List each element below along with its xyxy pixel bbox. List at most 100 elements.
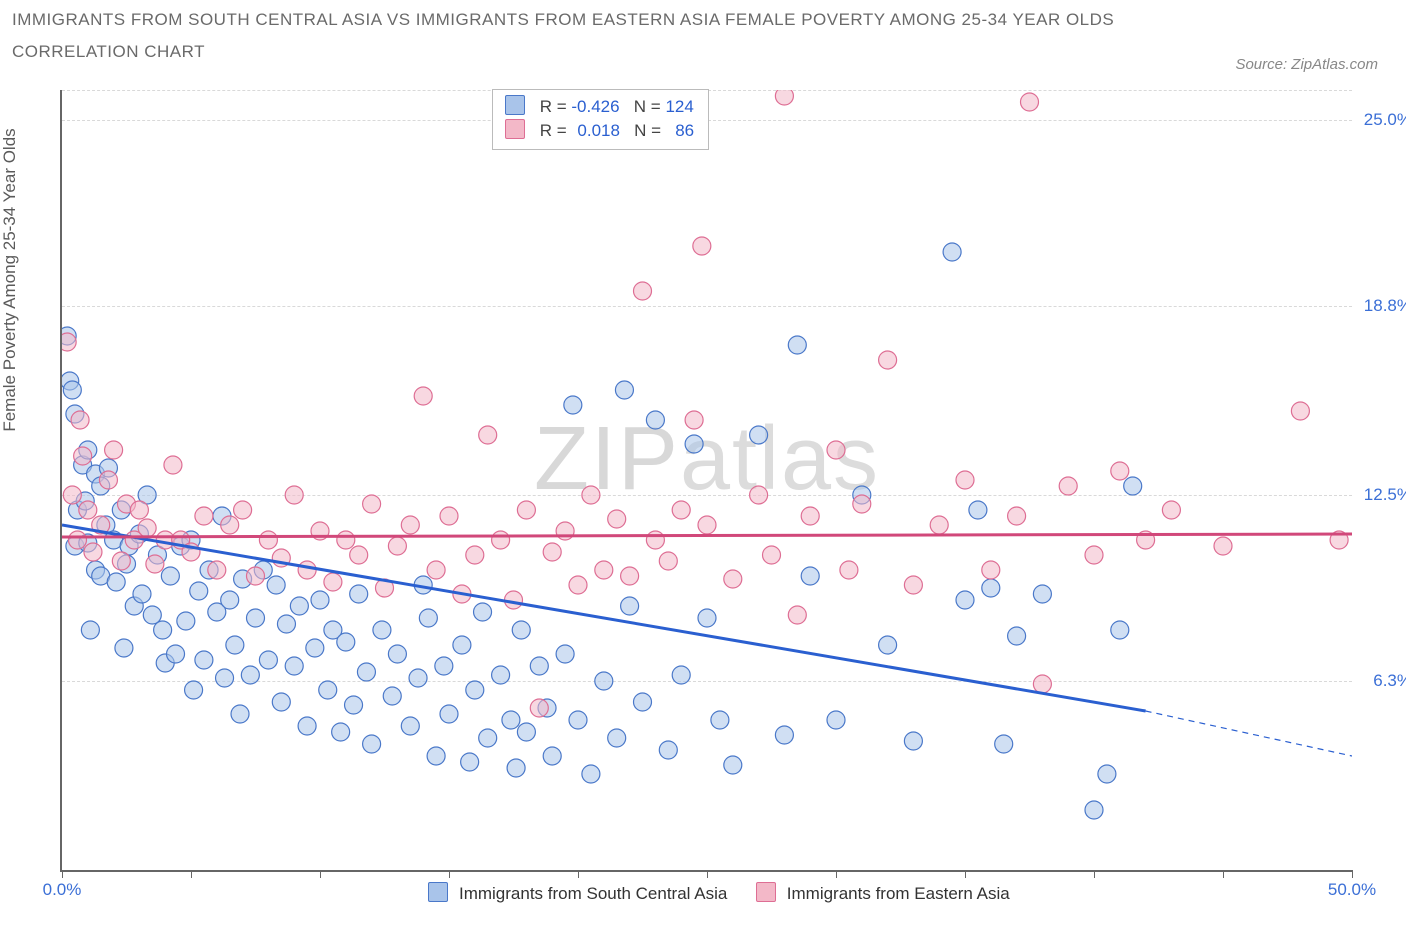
data-point (241, 666, 259, 684)
data-point (373, 621, 391, 639)
data-point (435, 657, 453, 675)
y-tick-label: 6.3% (1357, 671, 1406, 691)
data-point (788, 336, 806, 354)
data-point (466, 546, 484, 564)
data-point (453, 636, 471, 654)
data-point (138, 519, 156, 537)
data-point (272, 693, 290, 711)
x-tick (320, 870, 321, 878)
data-point (84, 543, 102, 561)
swatch-series-b (505, 119, 525, 139)
data-point (659, 741, 677, 759)
x-tick (191, 870, 192, 878)
data-point (724, 570, 742, 588)
data-point (582, 765, 600, 783)
chart-title-line1: IMMIGRANTS FROM SOUTH CENTRAL ASIA VS IM… (12, 10, 1206, 30)
correlation-stats-box: R = -0.426 N = 124 R = 0.018 N = 86 (492, 89, 709, 150)
data-point (556, 645, 574, 663)
data-point (337, 531, 355, 549)
data-point (332, 723, 350, 741)
data-point (634, 693, 652, 711)
data-point (427, 747, 445, 765)
data-point (81, 621, 99, 639)
data-point (363, 735, 381, 753)
data-point (298, 561, 316, 579)
data-point (195, 651, 213, 669)
data-point (177, 612, 195, 630)
data-point (685, 411, 703, 429)
scatter-svg (62, 90, 1352, 870)
data-point (969, 501, 987, 519)
data-point (234, 501, 252, 519)
x-tick (449, 870, 450, 878)
data-point (698, 516, 716, 534)
data-point (879, 351, 897, 369)
data-point (1059, 477, 1077, 495)
data-point (221, 516, 239, 534)
data-point (646, 531, 664, 549)
data-point (440, 507, 458, 525)
data-point (672, 666, 690, 684)
data-point (133, 585, 151, 603)
x-tick (836, 870, 837, 878)
stats-row-series-b: R = 0.018 N = 86 (505, 119, 694, 143)
data-point (319, 681, 337, 699)
data-point (492, 666, 510, 684)
data-point (427, 561, 445, 579)
data-point (943, 243, 961, 261)
data-point (285, 657, 303, 675)
data-point (306, 639, 324, 657)
data-point (409, 669, 427, 687)
data-point (1033, 675, 1051, 693)
data-point (1085, 801, 1103, 819)
x-tick (965, 870, 966, 878)
data-point (1008, 507, 1026, 525)
data-point (277, 615, 295, 633)
data-point (693, 237, 711, 255)
data-point (982, 579, 1000, 597)
data-point (840, 561, 858, 579)
data-point (285, 486, 303, 504)
data-point (164, 456, 182, 474)
data-point (401, 717, 419, 735)
data-point (492, 531, 510, 549)
data-point (231, 705, 249, 723)
data-point (763, 546, 781, 564)
legend-swatch-b (756, 882, 776, 902)
data-point (1214, 537, 1232, 555)
data-point (112, 552, 130, 570)
data-point (775, 90, 793, 105)
data-point (62, 333, 76, 351)
data-point (63, 486, 81, 504)
data-point (595, 672, 613, 690)
x-tick-label: 0.0% (43, 880, 82, 900)
data-point (801, 507, 819, 525)
data-point (324, 573, 342, 591)
data-point (388, 645, 406, 663)
data-point (461, 753, 479, 771)
data-point (363, 495, 381, 513)
data-point (247, 567, 265, 585)
data-point (350, 546, 368, 564)
data-point (71, 411, 89, 429)
data-point (685, 435, 703, 453)
data-point (350, 585, 368, 603)
y-tick-label: 25.0% (1357, 110, 1406, 130)
data-point (185, 681, 203, 699)
x-tick (1352, 870, 1353, 878)
data-point (479, 729, 497, 747)
data-point (517, 723, 535, 741)
data-point (711, 711, 729, 729)
legend-label-a: Immigrants from South Central Asia (459, 884, 727, 903)
data-point (827, 711, 845, 729)
data-point (1021, 93, 1039, 111)
legend-swatch-a (428, 882, 448, 902)
data-point (290, 597, 308, 615)
data-point (724, 756, 742, 774)
data-point (63, 381, 81, 399)
data-point (543, 747, 561, 765)
data-point (659, 552, 677, 570)
trend-line (62, 534, 1352, 537)
data-point (226, 636, 244, 654)
data-point (582, 486, 600, 504)
